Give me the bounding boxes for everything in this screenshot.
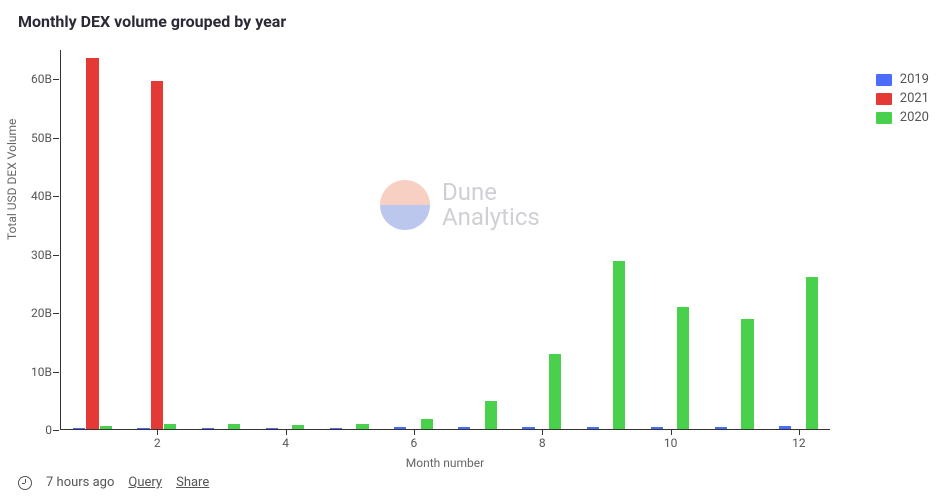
bar-2019-m5 <box>330 428 342 429</box>
bar-2020-m3 <box>228 424 240 429</box>
bar-2020-m10 <box>677 307 689 429</box>
bar-2019-m12 <box>779 426 791 430</box>
y-tick <box>53 79 59 80</box>
y-tick-label: 40B <box>31 189 52 203</box>
legend-label: 2020 <box>900 110 929 125</box>
bar-2021-m1 <box>86 58 98 429</box>
y-tick-label: 30B <box>31 248 52 262</box>
x-tick-label: 2 <box>154 436 161 450</box>
x-tick <box>157 429 158 435</box>
bar-2020-m7 <box>485 401 497 429</box>
y-axis-label: Total USD DEX Volume <box>5 119 19 240</box>
legend-item-2021[interactable]: 2021 <box>876 91 929 106</box>
bar-2019-m1 <box>73 428 85 429</box>
x-tick-label: 8 <box>539 436 546 450</box>
share-link[interactable]: Share <box>176 475 209 490</box>
bar-2020-m5 <box>356 424 368 429</box>
legend-label: 2019 <box>900 72 929 87</box>
y-tick <box>53 138 59 139</box>
x-tick-label: 12 <box>792 436 806 450</box>
legend-label: 2021 <box>900 91 929 106</box>
legend-swatch-icon <box>876 74 892 86</box>
chart-area: 010B20B30B40B50B60B24681012 Total USD DE… <box>60 50 830 430</box>
legend-item-2019[interactable]: 2019 <box>876 72 929 87</box>
x-tick <box>671 429 672 435</box>
y-tick-label: 0 <box>45 423 52 437</box>
y-tick-label: 20B <box>31 306 52 320</box>
x-tick <box>799 429 800 435</box>
y-tick <box>53 313 59 314</box>
bar-2020-m12 <box>806 277 818 429</box>
x-tick <box>414 429 415 435</box>
x-tick-label: 4 <box>282 436 289 450</box>
y-tick <box>53 196 59 197</box>
legend-swatch-icon <box>876 112 892 124</box>
timestamp: 7 hours ago <box>46 475 114 490</box>
legend: 2019 2021 2020 <box>876 72 929 129</box>
y-tick-label: 10B <box>31 365 52 379</box>
x-axis-label: Month number <box>406 456 484 470</box>
bar-2020-m8 <box>549 354 561 429</box>
x-tick-label: 6 <box>411 436 418 450</box>
legend-item-2020[interactable]: 2020 <box>876 110 929 125</box>
y-tick <box>53 255 59 256</box>
chart-title: Monthly DEX volume grouped by year <box>18 12 286 31</box>
bar-2019-m8 <box>522 427 534 429</box>
bar-2019-m9 <box>587 427 599 429</box>
bar-2019-m10 <box>651 427 663 429</box>
y-tick-label: 60B <box>31 72 52 86</box>
bar-2019-m4 <box>266 428 278 429</box>
bar-2021-m2 <box>151 81 163 429</box>
bar-2019-m11 <box>715 427 727 429</box>
legend-swatch-icon <box>876 93 892 105</box>
bar-2020-m1 <box>100 426 112 430</box>
x-tick <box>542 429 543 435</box>
bar-2019-m3 <box>202 428 214 429</box>
bar-2020-m11 <box>741 319 753 429</box>
query-link[interactable]: Query <box>128 475 162 490</box>
bar-2019-m2 <box>137 428 149 429</box>
y-tick-label: 50B <box>31 131 52 145</box>
y-tick <box>53 430 59 431</box>
plot: 010B20B30B40B50B60B24681012 <box>60 50 830 430</box>
bar-2020-m6 <box>421 419 433 429</box>
bar-2019-m6 <box>394 427 406 429</box>
bar-2020-m2 <box>164 424 176 429</box>
y-tick <box>53 372 59 373</box>
clock-icon <box>18 476 32 490</box>
x-tick <box>286 429 287 435</box>
bar-2019-m7 <box>458 427 470 429</box>
bar-2020-m9 <box>613 261 625 429</box>
bar-2020-m4 <box>292 425 304 429</box>
footer: 7 hours ago Query Share <box>18 475 209 490</box>
x-tick-label: 10 <box>664 436 678 450</box>
